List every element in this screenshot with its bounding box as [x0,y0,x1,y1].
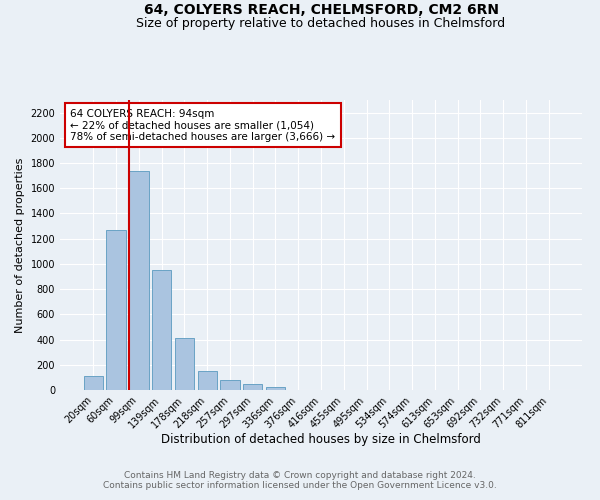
Bar [243,384,262,390]
Bar [152,270,172,390]
Bar [220,380,239,390]
Text: 64, COLYERS REACH, CHELMSFORD, CM2 6RN: 64, COLYERS REACH, CHELMSFORD, CM2 6RN [143,2,499,16]
Text: Distribution of detached houses by size in Chelmsford: Distribution of detached houses by size … [161,432,481,446]
Bar [197,371,217,390]
Bar [266,387,285,390]
Bar [84,376,103,390]
Text: Contains HM Land Registry data © Crown copyright and database right 2024.
Contai: Contains HM Land Registry data © Crown c… [103,470,497,490]
Bar [129,170,149,390]
Bar [175,338,194,390]
Y-axis label: Number of detached properties: Number of detached properties [15,158,25,332]
Bar [106,230,126,390]
Text: 64 COLYERS REACH: 94sqm
← 22% of detached houses are smaller (1,054)
78% of semi: 64 COLYERS REACH: 94sqm ← 22% of detache… [70,108,335,142]
Text: Size of property relative to detached houses in Chelmsford: Size of property relative to detached ho… [136,18,506,30]
